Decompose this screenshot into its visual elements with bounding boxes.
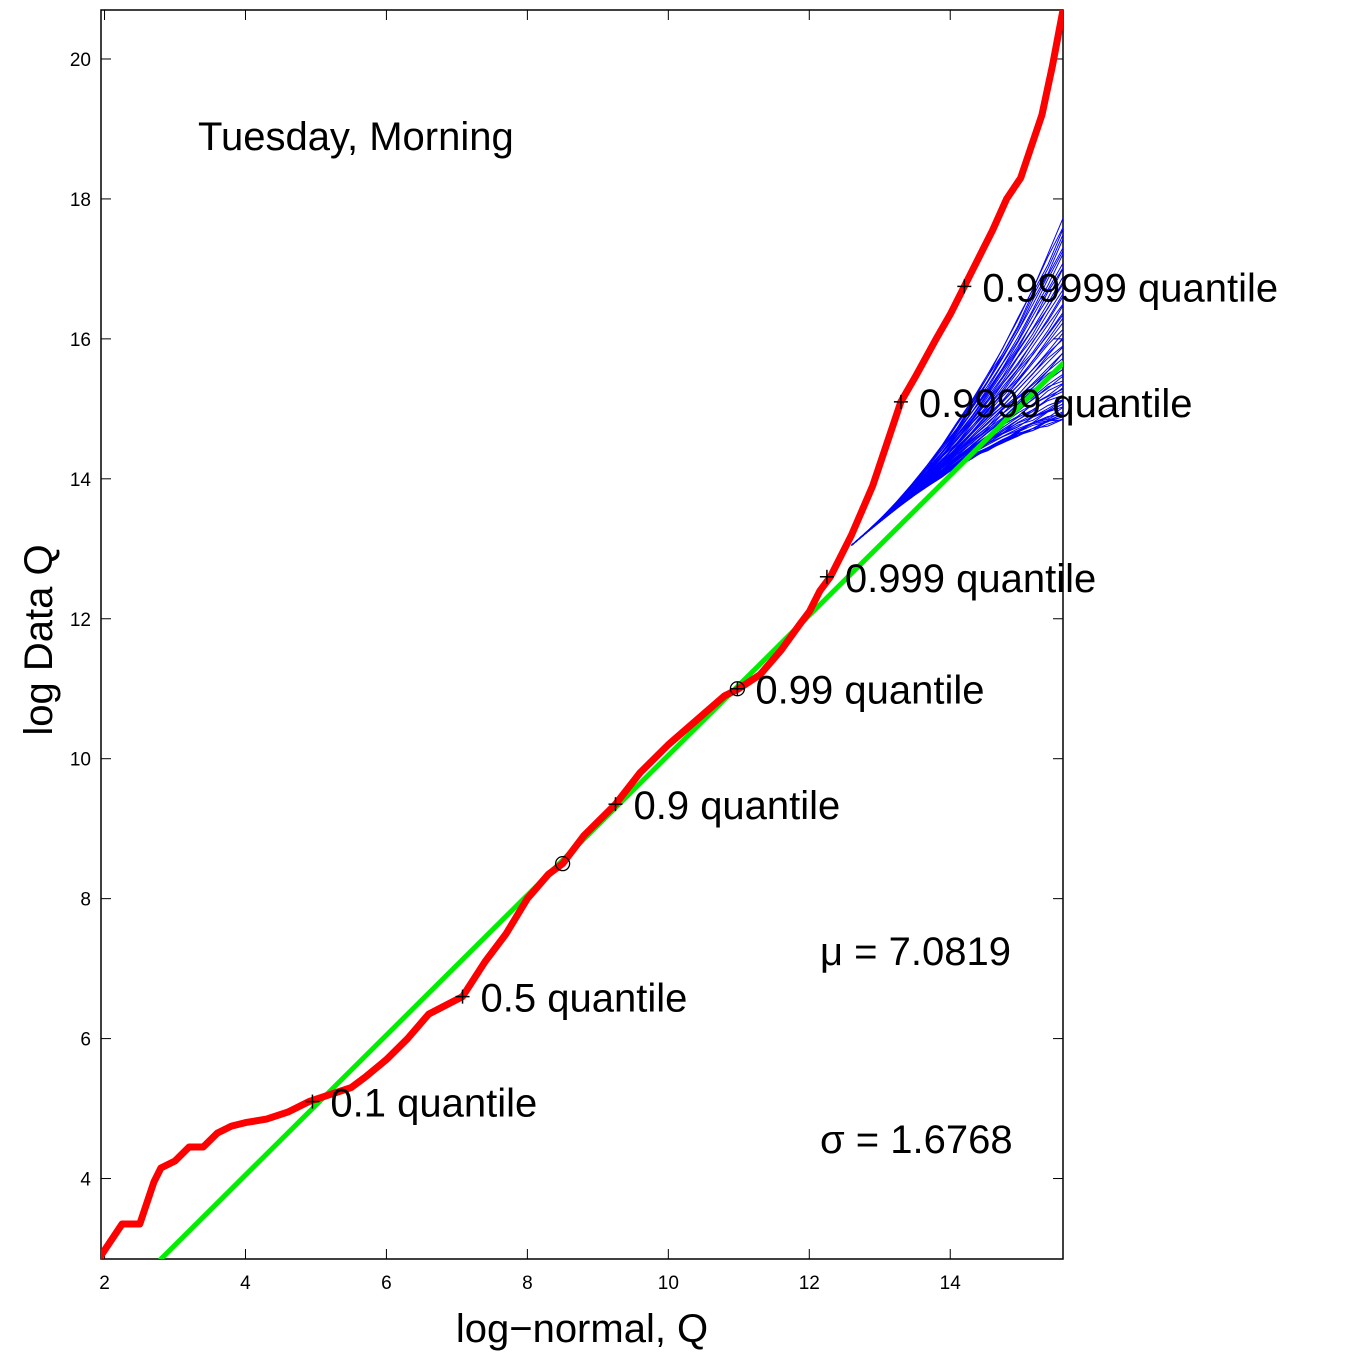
quantile-annotation: 0.1 quantile — [330, 1082, 537, 1126]
quantile-annotation: 0.999 quantile — [845, 557, 1096, 601]
x-tick-label: 4 — [240, 1273, 251, 1294]
quantile-annotations: 0.1 quantile 0.5 quantile 0.9 quantile 0.99… — [330, 266, 1278, 1125]
sigma-label: σ = 1.6768 — [820, 1118, 1013, 1162]
x-tick-label: 10 — [658, 1273, 679, 1294]
panel-label: Tuesday, Morning — [198, 115, 514, 159]
x-tick-label: 8 — [522, 1273, 533, 1294]
y-tick-label: 6 — [80, 1030, 91, 1051]
y-tick-label: 8 — [80, 890, 91, 911]
circle-marker — [729, 681, 746, 697]
mu-label: μ = 7.0819 — [820, 930, 1011, 974]
y-axis-title: log Data Q — [17, 544, 61, 735]
y-tick-label: 12 — [70, 610, 91, 631]
x-axis-title: log−normal, Q — [456, 1307, 708, 1351]
quantile-annotation: 0.99999 quantile — [982, 266, 1278, 310]
quantile-annotation: 0.9 quantile — [633, 784, 840, 828]
x-tick-label: 12 — [799, 1273, 820, 1294]
y-tick-labels: 4 6 8 10 12 14 16 18 20 — [70, 50, 92, 1191]
quantile-annotation: 0.99 quantile — [755, 669, 984, 713]
x-tick-labels: 2 4 6 8 10 12 14 — [99, 1273, 961, 1294]
x-tick-label: 6 — [381, 1273, 392, 1294]
y-tick-label: 4 — [80, 1170, 91, 1191]
y-tick-label: 16 — [70, 330, 91, 351]
simulation-line — [851, 218, 1063, 546]
y-tick-label: 10 — [70, 750, 91, 771]
quantile-markers — [305, 279, 972, 1109]
x-tick-label: 2 — [99, 1273, 110, 1294]
x-tick-label: 14 — [940, 1273, 962, 1294]
y-tick-label: 18 — [70, 190, 91, 211]
y-tick-label: 20 — [70, 50, 91, 71]
plot-area-frame — [100, 9, 1064, 1260]
y-tick-label: 14 — [70, 470, 92, 491]
quantile-annotation: 0.9999 quantile — [919, 382, 1193, 426]
simulation-band — [851, 218, 1063, 546]
quantile-annotation: 0.5 quantile — [481, 977, 688, 1021]
circle-marker — [554, 856, 571, 872]
